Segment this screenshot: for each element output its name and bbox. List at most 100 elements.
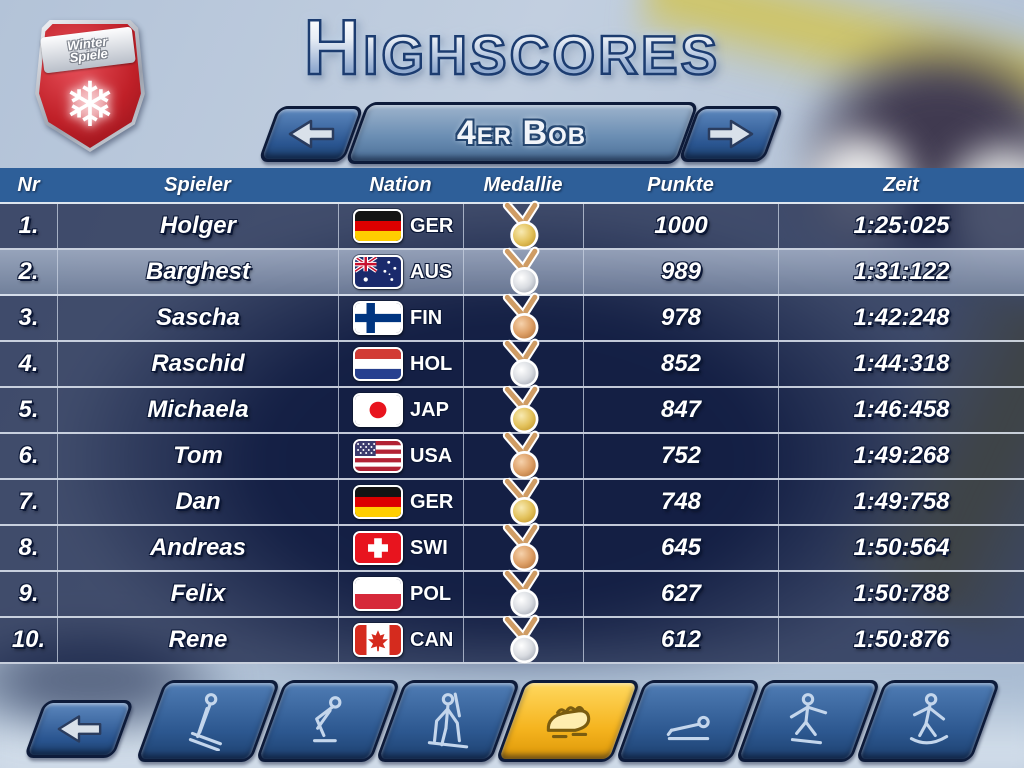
points-value: 847 — [583, 388, 778, 432]
points-value: 645 — [583, 526, 778, 570]
logo-text-line2: Spiele — [68, 45, 109, 66]
nation-cell: GER — [338, 480, 463, 524]
rank-value: 7. — [18, 488, 39, 515]
sport-selection-bar — [0, 676, 1024, 762]
points-value: 752 — [583, 434, 778, 478]
silver-medal-icon — [502, 246, 539, 296]
table-row-barghest: 2. Barghest AUS 989 1:31:122 — [0, 246, 1024, 296]
sport-button-bobsled[interactable] — [495, 680, 641, 762]
player-name: Felix — [57, 572, 338, 616]
sport-button-freestyle-skiing[interactable] — [735, 680, 881, 762]
points-value: 612 — [583, 618, 778, 662]
nation-cell: JAP — [338, 388, 463, 432]
time-value: 1:46:458 — [778, 388, 1024, 432]
nation-cell: GER — [338, 204, 463, 248]
flag-icon-hol — [353, 347, 403, 381]
table-row-felix: 9. Felix POL 627 1:50:788 — [0, 568, 1024, 618]
player-name: Barghest — [57, 250, 338, 294]
medal-cell — [463, 568, 583, 618]
medal-cell — [463, 522, 583, 572]
rank-value: 9. — [18, 580, 39, 607]
points-value: 989 — [583, 250, 778, 294]
flag-icon-ger — [353, 209, 403, 243]
bronze-medal-icon — [502, 430, 539, 480]
back-arrow-icon — [57, 715, 102, 743]
next-event-button[interactable] — [677, 106, 785, 162]
table-body: 1. Holger GER 1000 1:25:025 2. Barghest … — [0, 200, 1024, 664]
time-value: 1:42:248 — [778, 296, 1024, 340]
sport-button-biathlon[interactable] — [375, 680, 521, 762]
medal-cell — [463, 384, 583, 434]
page-title: Highscores — [303, 2, 721, 93]
player-name: Dan — [57, 480, 338, 524]
arrow-right-icon — [707, 119, 754, 149]
flag-icon-fin — [353, 301, 403, 335]
player-name: Andreas — [57, 526, 338, 570]
nation-cell: POL — [338, 572, 463, 616]
bronze-medal-icon — [502, 292, 539, 342]
column-header-spieler: Spieler — [164, 173, 231, 196]
snowflake-icon: ❄ — [64, 71, 116, 140]
time-value: 1:50:564 — [778, 526, 1024, 570]
rank-value: 8. — [18, 534, 39, 561]
silver-medal-icon — [502, 614, 539, 664]
medal-cell — [463, 614, 583, 664]
nation-cell: FIN — [338, 296, 463, 340]
nation-code: USA — [410, 444, 453, 467]
sport-button-ski-jumping[interactable] — [135, 680, 281, 762]
bobsled-icon — [546, 706, 591, 739]
table-row-dan: 7. Dan GER 748 1:49:758 — [0, 476, 1024, 526]
rank-value: 1. — [18, 212, 39, 239]
player-name: Raschid — [57, 342, 338, 386]
medal-cell — [463, 200, 583, 250]
bronze-medal-icon — [502, 522, 539, 572]
table-row-sascha: 3. Sascha FIN 978 1:42:248 — [0, 292, 1024, 342]
nation-code: SWI — [410, 536, 448, 559]
medal-cell — [463, 338, 583, 388]
rank-value: 3. — [18, 304, 39, 331]
nation-cell: AUS — [338, 250, 463, 294]
table-row-rene: 10. Rene CAN 612 1:50:876 — [0, 614, 1024, 664]
player-name: Tom — [57, 434, 338, 478]
table-row-raschid: 4. Raschid HOL 852 1:44:318 — [0, 338, 1024, 388]
event-name: 4er Bob — [457, 113, 587, 152]
nation-cell: HOL — [338, 342, 463, 386]
player-name: Rene — [57, 618, 338, 662]
column-header-nr: Nr — [17, 173, 40, 196]
flag-icon-swi — [353, 531, 403, 565]
rank-value: 2. — [18, 258, 39, 285]
time-value: 1:44:318 — [778, 342, 1024, 386]
nation-code: GER — [410, 214, 454, 237]
back-button[interactable] — [23, 700, 135, 758]
winterspiele-logo: Winter Spiele ❄ — [34, 20, 146, 152]
table-header: Nr Spieler Nation Medallie Punkte Zeit — [0, 168, 1024, 204]
column-header-medallie: Medallie — [483, 173, 563, 196]
sport-button-speed-skating[interactable] — [255, 680, 401, 762]
nation-code: AUS — [410, 260, 453, 283]
column-header-nation: Nation — [369, 173, 432, 196]
nation-code: JAP — [410, 398, 449, 421]
rank-value: 6. — [18, 442, 39, 469]
nation-code: POL — [410, 582, 452, 605]
sport-button-snowboarding[interactable] — [855, 680, 1001, 762]
medal-cell — [463, 292, 583, 342]
column-header-zeit: Zeit — [883, 173, 919, 196]
highscore-table: Nr Spieler Nation Medallie Punkte Zeit 1… — [0, 168, 1024, 664]
column-header-punkte: Punkte — [647, 173, 714, 196]
table-row-holger: 1. Holger GER 1000 1:25:025 — [0, 200, 1024, 250]
rank-value: 5. — [18, 396, 39, 423]
table-row-andreas: 8. Andreas SWI 645 1:50:564 — [0, 522, 1024, 572]
nation-cell: CAN — [338, 618, 463, 662]
event-selector: 4er Bob — [0, 100, 1024, 164]
luge-icon — [666, 715, 710, 741]
medal-cell — [463, 430, 583, 480]
time-value: 1:31:122 — [778, 250, 1024, 294]
silver-medal-icon — [502, 338, 539, 388]
player-name: Sascha — [57, 296, 338, 340]
player-name: Holger — [57, 204, 338, 248]
time-value: 1:25:025 — [778, 204, 1024, 248]
sport-button-luge[interactable] — [615, 680, 761, 762]
time-value: 1:50:788 — [778, 572, 1024, 616]
previous-event-button[interactable] — [257, 106, 365, 162]
